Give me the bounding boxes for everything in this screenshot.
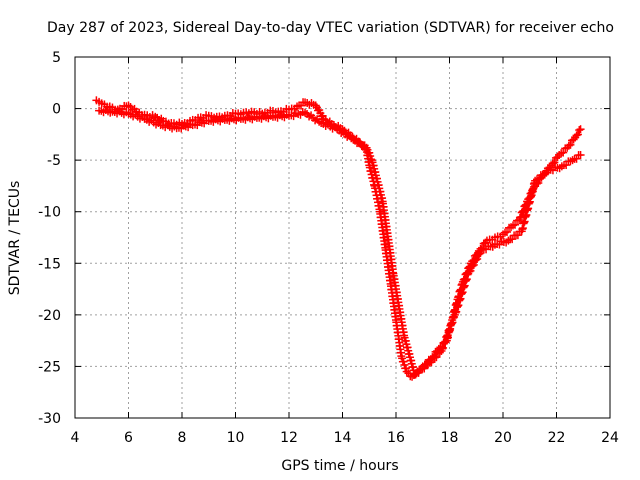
- data-marker: [576, 150, 585, 159]
- data-marker: [448, 318, 457, 327]
- data-marker: [534, 175, 543, 184]
- data-series: [95, 105, 585, 379]
- y-tick-label: 0: [52, 102, 61, 118]
- data-marker: [432, 353, 441, 362]
- x-tick-label: 18: [441, 430, 459, 446]
- data-marker: [540, 170, 549, 179]
- data-marker: [420, 364, 429, 373]
- data-series: [92, 96, 585, 381]
- data-markers: [92, 96, 585, 381]
- data-marker: [427, 358, 436, 367]
- data-marker: [504, 236, 513, 245]
- data-marker: [576, 125, 585, 134]
- data-marker: [517, 208, 526, 217]
- y-tick-label: 5: [52, 50, 61, 66]
- data-marker: [559, 148, 568, 157]
- data-marker: [465, 267, 474, 276]
- x-tick-label: 24: [601, 430, 619, 446]
- data-marker: [442, 333, 451, 342]
- x-axis-label: GPS time / hours: [281, 458, 398, 474]
- y-tick-label: -15: [38, 256, 61, 272]
- x-tick-label: 14: [334, 430, 352, 446]
- axis-ticks: 4 6 8 10 12 14 16 18 20 22 24 5 0 -5 -10 -15 -20 -25 -30: [38, 50, 619, 446]
- data-marker: [441, 337, 450, 346]
- data-marker: [573, 130, 582, 139]
- x-tick-label: 22: [548, 430, 566, 446]
- data-marker: [311, 101, 320, 110]
- data-marker: [402, 367, 411, 376]
- data-marker: [513, 231, 522, 240]
- x-tick-label: 16: [387, 430, 405, 446]
- data-marker: [511, 220, 520, 229]
- data-marker: [469, 260, 478, 269]
- data-marker: [472, 255, 481, 264]
- data-marker: [508, 235, 517, 244]
- data-marker: [439, 343, 448, 352]
- data-marker: [349, 135, 358, 144]
- data-marker: [468, 261, 477, 270]
- data-marker: [438, 344, 447, 353]
- data-marker: [447, 319, 456, 328]
- x-tick-label: 12: [280, 430, 298, 446]
- data-marker: [572, 131, 581, 140]
- data-marker: [446, 324, 455, 333]
- data-marker: [564, 141, 573, 150]
- data-marker: [503, 227, 512, 236]
- data-marker: [550, 158, 559, 167]
- y-tick-label: -30: [38, 411, 61, 427]
- data-marker: [443, 331, 452, 340]
- x-tick-label: 8: [178, 430, 187, 446]
- data-marker: [414, 368, 423, 377]
- data-marker: [575, 126, 584, 135]
- y-tick-label: -20: [38, 308, 61, 324]
- data-marker: [466, 266, 475, 275]
- x-tick-label: 6: [124, 430, 133, 446]
- data-marker: [353, 139, 362, 148]
- y-axis-label: SDTVAR / TECUs: [7, 181, 23, 296]
- data-marker: [446, 320, 455, 329]
- x-tick-label: 10: [227, 430, 245, 446]
- data-marker: [358, 142, 367, 151]
- data-marker: [445, 325, 454, 334]
- y-tick-label: -25: [38, 359, 61, 375]
- data-marker: [444, 326, 453, 335]
- chart-title: Day 287 of 2023, Sidereal Day-to-day VTE…: [47, 20, 614, 36]
- data-marker: [439, 339, 448, 348]
- data-marker: [566, 140, 575, 149]
- y-tick-label: -5: [47, 153, 61, 169]
- y-tick-label: -10: [38, 205, 61, 221]
- data-marker: [515, 213, 524, 222]
- data-marker: [531, 176, 540, 185]
- data-marker: [410, 370, 419, 379]
- data-marker: [473, 254, 482, 263]
- grid-lines: [75, 57, 610, 418]
- x-tick-label: 4: [71, 430, 80, 446]
- data-marker: [440, 338, 449, 347]
- x-tick-label: 20: [494, 430, 512, 446]
- data-marker: [442, 332, 451, 341]
